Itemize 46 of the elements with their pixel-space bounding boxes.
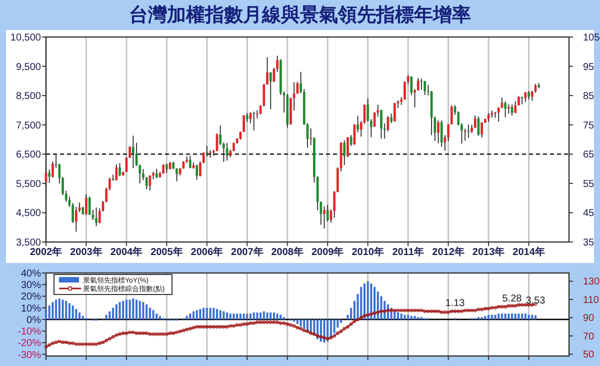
y2-tick-label: 35	[583, 238, 595, 248]
x-tick-label: 2006年	[190, 246, 224, 258]
y-tick-label: -20%	[18, 338, 42, 350]
y2-tick-label: 65	[583, 150, 595, 161]
y-tick-label: 20%	[20, 292, 42, 303]
x-tick-label: 2008年	[271, 246, 304, 258]
y-tick-label: 10,500	[10, 32, 42, 44]
y-tick-label: 8,500	[16, 91, 42, 102]
y2-tick-label: 45	[583, 208, 595, 220]
data-label: 1.13	[445, 298, 466, 310]
y2-tick-label: 90	[583, 313, 595, 324]
y-tick-label: 9,500	[16, 62, 42, 73]
x-tick-label: 2007年	[231, 246, 264, 258]
x-tick-label: 2012年	[432, 246, 464, 258]
y-tick-label: 5,500	[16, 178, 42, 190]
y-tick-label: 40%	[20, 268, 42, 280]
x-tick-label: 2010年	[352, 246, 384, 258]
x-tick-label: 2005年	[150, 246, 183, 258]
data-label: 5.28	[502, 293, 522, 304]
y2-tick-label: 75	[583, 120, 595, 132]
x-tick-label: 2014年	[512, 246, 545, 258]
y-tick-label: -10%	[18, 326, 42, 338]
y-tick-label: -30%	[18, 350, 42, 361]
y2-tick-label: 95	[583, 62, 595, 73]
y-tick-label: 7,500	[16, 120, 42, 132]
y-tick-label: 10%	[20, 303, 42, 314]
data-label: 3.53	[526, 295, 546, 306]
y-tick-label: 4,500	[16, 208, 42, 220]
y2-tick-label: 85	[583, 91, 595, 102]
y2-tick-label: 130	[583, 276, 600, 288]
x-tick-label: 2002年	[30, 246, 62, 258]
x-tick-label: 2013年	[472, 246, 505, 258]
y-tick-label: 0%	[26, 314, 42, 326]
y2-tick-label: 110	[583, 294, 600, 306]
y-tick-label: 30%	[20, 280, 42, 292]
y2-tick-label: 70	[583, 331, 595, 342]
x-tick-label: 2011年	[392, 246, 424, 258]
x-tick-label: 2009年	[311, 246, 344, 258]
y2-tick-label: 55	[583, 178, 595, 190]
y2-tick-label: 50	[583, 350, 595, 361]
y2-tick-label: 105	[583, 32, 600, 44]
x-tick-label: 2003年	[70, 246, 102, 258]
x-tick-label: 2004年	[110, 246, 143, 258]
y-tick-label: 6,500	[16, 150, 42, 161]
y-tick-label: 3,500	[16, 238, 42, 248]
chart-title: 台灣加權指數月線與景氣領先指標年增率	[129, 4, 471, 26]
